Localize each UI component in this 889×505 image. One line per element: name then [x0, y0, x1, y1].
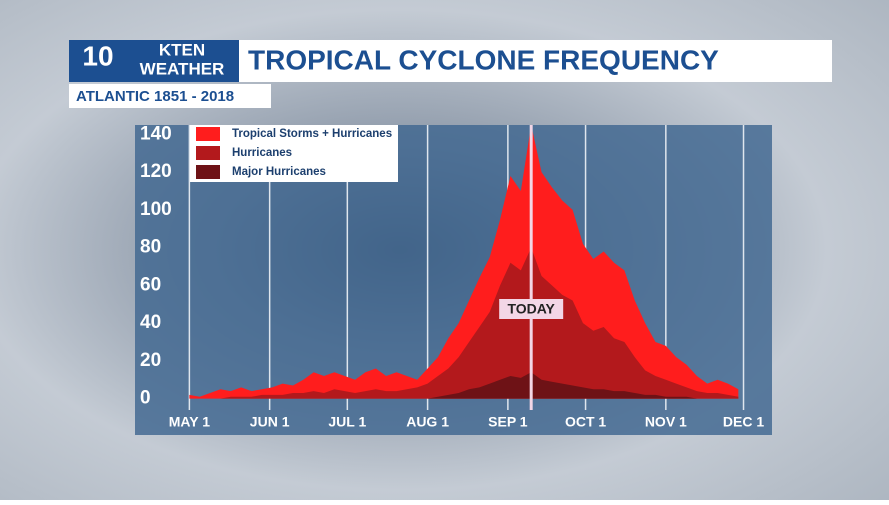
- today-label: TODAY: [507, 301, 555, 317]
- logo-box: [69, 40, 239, 82]
- x-tick-label: JUL 1: [328, 414, 366, 430]
- x-tick-label: SEP 1: [488, 414, 528, 430]
- y-tick-label: 60: [140, 274, 161, 295]
- y-tick-label: 100: [140, 199, 172, 220]
- x-tick-label: NOV 1: [645, 414, 687, 430]
- y-tick-label: 20: [140, 350, 161, 371]
- legend-label: Hurricanes: [232, 147, 292, 159]
- logo-text: KTEN: [159, 40, 205, 59]
- x-tick-label: OCT 1: [565, 414, 606, 430]
- legend-swatch: [196, 127, 220, 141]
- title-box: [239, 40, 832, 82]
- y-tick-label: 0: [140, 388, 151, 409]
- legend-swatch: [196, 146, 220, 160]
- area: [189, 247, 739, 399]
- legend-label: Major Hurricanes: [232, 166, 326, 178]
- legend-label: Tropical Storms + Hurricanes: [232, 128, 392, 140]
- chart-title: TROPICAL CYCLONE FREQUENCY: [248, 44, 719, 75]
- logo-number: 10: [82, 40, 113, 71]
- x-tick-label: JUN 1: [250, 414, 290, 430]
- today-box: [499, 299, 564, 319]
- y-tick-label: 40: [140, 312, 161, 333]
- area: [189, 372, 739, 399]
- legend-swatch: [196, 165, 220, 179]
- x-tick-label: DEC 1: [723, 414, 764, 430]
- x-tick-label: AUG 1: [406, 414, 449, 430]
- legend-box: [190, 125, 398, 182]
- y-tick-label: 120: [140, 161, 172, 182]
- chart-subtitle: ATLANTIC 1851 - 2018: [76, 88, 234, 105]
- subtitle-box: [69, 84, 271, 108]
- logo-text: WEATHER: [140, 59, 225, 78]
- y-tick-label: 80: [140, 237, 161, 258]
- x-tick-label: MAY 1: [169, 414, 210, 430]
- y-tick-label: 140: [140, 123, 172, 144]
